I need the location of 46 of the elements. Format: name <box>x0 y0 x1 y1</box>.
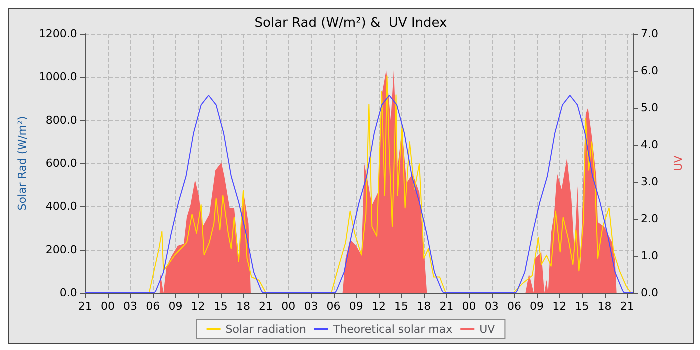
y-tick-label: 800.0 <box>46 114 78 127</box>
x-tick-label: 21 <box>620 300 634 313</box>
y2-tick-label: 1.0 <box>641 250 658 262</box>
x-tick-label: 15 <box>394 300 409 313</box>
x-tick-label: 18 <box>417 300 432 313</box>
y2-tick-label: 4.0 <box>641 138 658 152</box>
x-tick-label: 06 <box>146 300 160 313</box>
y-tick-label: 1000.0 <box>38 70 78 84</box>
x-tick-label: 00 <box>100 300 115 313</box>
x-tick-label: 06 <box>507 300 522 313</box>
y-tick-label: 1200.0 <box>38 28 78 40</box>
y-tick-label: 400.0 <box>46 200 78 214</box>
x-tick-label: 15 <box>575 300 590 313</box>
x-tick-label: 18 <box>236 300 250 313</box>
y2-axis-title: UV <box>672 155 685 172</box>
y-axis-title: Solar Rad (W/m²) <box>16 116 29 211</box>
x-tick-label: 12 <box>191 300 206 313</box>
y2-tick-label: 2.0 <box>641 212 658 226</box>
y-tick-label: 200.0 <box>46 243 78 256</box>
y-tick-label: 600.0 <box>46 157 78 170</box>
y2-tick-label: 7.0 <box>641 28 658 40</box>
x-tick-label: 00 <box>282 300 296 313</box>
x-tick-label: 12 <box>552 300 567 313</box>
legend-label: Theoretical solar max <box>332 323 454 336</box>
y2-tick-label: 6.0 <box>641 64 658 78</box>
x-tick-label: 21 <box>78 300 92 313</box>
x-tick-label: 09 <box>530 300 544 313</box>
y-tick-label: 0.0 <box>60 286 78 300</box>
x-tick-label: 06 <box>326 300 341 313</box>
x-tick-label: 03 <box>304 300 318 313</box>
y2-tick-label: 3.0 <box>641 176 658 188</box>
chart-title: Solar Rad (W/m²) & UV Index <box>254 16 448 31</box>
x-tick-label: 15 <box>214 300 228 313</box>
x-tick-label: 09 <box>168 300 183 313</box>
legend-label: UV <box>480 323 496 336</box>
x-tick-label: 12 <box>372 300 386 313</box>
x-tick-label: 03 <box>124 300 138 313</box>
x-tick-label: 18 <box>598 300 612 313</box>
x-tick-label: 00 <box>462 300 476 313</box>
x-tick-label: 09 <box>349 300 364 313</box>
y2-tick-label: 0.0 <box>641 286 658 300</box>
legend-label: Solar radiation <box>226 323 306 336</box>
x-tick-label: 21 <box>259 300 274 313</box>
x-tick-label: 03 <box>484 300 499 313</box>
x-tick-label: 21 <box>440 300 454 313</box>
y2-tick-label: 5.0 <box>641 102 658 114</box>
